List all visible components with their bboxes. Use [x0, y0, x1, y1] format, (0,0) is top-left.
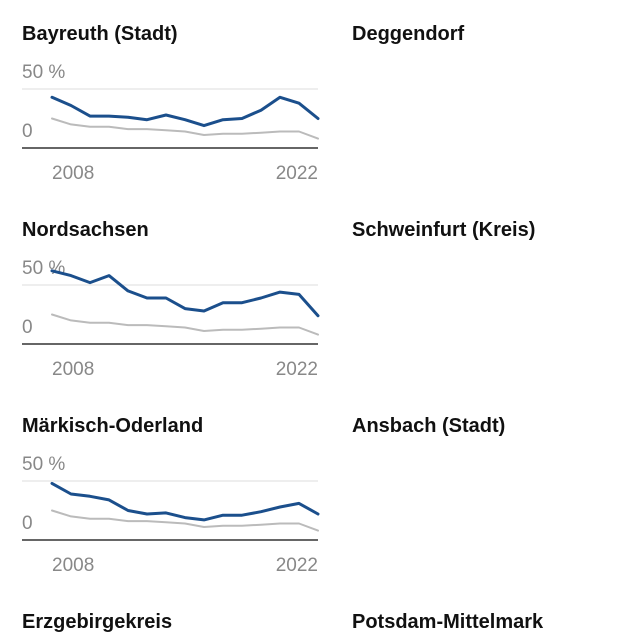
- x-tick-label: 2022: [276, 359, 318, 380]
- x-tick-label: 2008: [52, 555, 94, 576]
- y-tick-label: 50 %: [22, 454, 65, 475]
- panel-title: Erzgebirgekreis: [22, 611, 172, 633]
- x-tick-label: 2008: [52, 163, 94, 184]
- series-line: [50, 95, 320, 128]
- panel-title: Schweinfurt (Kreis): [352, 219, 535, 241]
- panel-title: Potsdam-Mittelmark: [352, 611, 544, 633]
- series-line: [50, 269, 320, 318]
- y-tick-label: 0: [22, 513, 33, 534]
- y-tick-label: 50 %: [22, 258, 65, 279]
- y-tick-label: 50 %: [22, 62, 65, 83]
- panel-title: Märkisch-Oderland: [22, 415, 203, 437]
- panel-title: Bayreuth (Stadt): [22, 23, 178, 45]
- series-line: [51, 117, 319, 140]
- x-tick-label: 2022: [276, 555, 318, 576]
- series-line: [51, 313, 319, 336]
- series-line: [50, 481, 320, 522]
- x-tick-label: 2008: [52, 359, 94, 380]
- series-line: [51, 509, 319, 532]
- y-tick-label: 0: [22, 121, 33, 142]
- y-tick-label: 0: [22, 317, 33, 338]
- panel-title: Ansbach (Stadt): [352, 415, 505, 437]
- x-tick-label: 2022: [276, 163, 318, 184]
- panel-title: Nordsachsen: [22, 219, 149, 241]
- panel-title: Deggendorf: [352, 23, 465, 45]
